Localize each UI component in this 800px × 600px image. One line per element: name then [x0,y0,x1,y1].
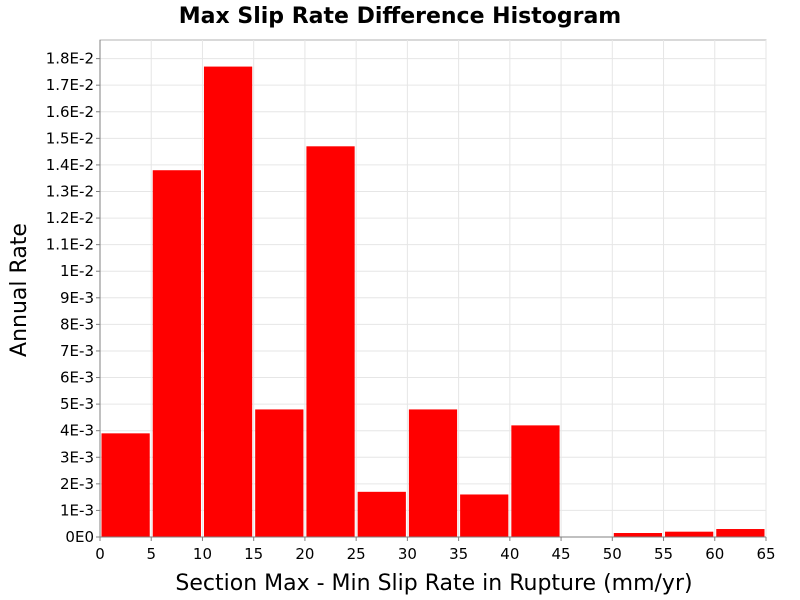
histogram-bar [716,529,765,537]
y-tick-label: 1.5E-2 [46,129,94,147]
y-tick-label: 3E-3 [60,448,94,466]
histogram-bar [665,531,714,537]
y-tick-label: 9E-3 [60,289,94,307]
y-axis-label: Annual Rate [7,223,32,357]
y-tick-label: 1.2E-2 [46,209,94,227]
bars [101,66,765,537]
histogram-bar [460,494,509,537]
histogram-bar [203,66,253,537]
y-tick-label: 1.6E-2 [46,103,94,121]
y-tick-label: 6E-3 [60,369,94,387]
y-axis: 0E0 1E-3 2E-3 3E-3 4E-3 5E-3 6E-3 7E-3 8E-3 9E-3 1… [46,40,101,546]
x-tick-label: 40 [500,545,519,563]
histogram-bar [357,491,406,537]
histogram-bar [613,533,663,537]
y-tick-label: 8E-3 [60,315,94,333]
histogram-bar [255,409,304,537]
x-tick-label: 60 [705,545,724,563]
y-tick-label: 7E-3 [60,342,94,360]
y-tick-label: 1E-2 [60,262,94,280]
x-tick-label: 25 [347,545,366,563]
x-tick-label: 20 [295,545,314,563]
y-tick-label: 1.7E-2 [46,76,94,94]
x-tick-label: 10 [193,545,212,563]
x-tick-label: 65 [756,545,775,563]
x-tick-label: 55 [654,545,673,563]
x-tick-label: 45 [552,545,571,563]
x-tick-label: 0 [95,545,105,563]
y-tick-label: 1.8E-2 [46,50,94,68]
y-tick-label: 1.4E-2 [46,156,94,174]
y-tick-label: 1.1E-2 [46,236,94,254]
x-tick-label: 30 [398,545,417,563]
x-tick-label: 5 [146,545,156,563]
x-tick-label: 50 [603,545,622,563]
histogram-bar [306,146,355,537]
histogram-bar [511,425,560,537]
histogram-bar [101,433,150,537]
histogram-bar [152,170,201,537]
y-tick-label: 5E-3 [60,395,94,413]
x-axis-label: Section Max - Min Slip Rate in Rupture (… [175,571,692,596]
x-tick-label: 15 [244,545,263,563]
histogram-bar [408,409,458,537]
x-tick-label: 35 [449,545,468,563]
y-tick-label: 2E-3 [60,475,94,493]
chart-title: Max Slip Rate Difference Histogram [179,4,621,29]
x-axis: 0 5 10 15 20 25 30 35 40 45 50 55 60 65 [95,536,776,563]
y-tick-label: 0E0 [65,528,94,546]
y-tick-label: 1E-3 [60,501,94,519]
y-tick-label: 1.3E-2 [46,182,94,200]
y-tick-label: 4E-3 [60,422,94,440]
